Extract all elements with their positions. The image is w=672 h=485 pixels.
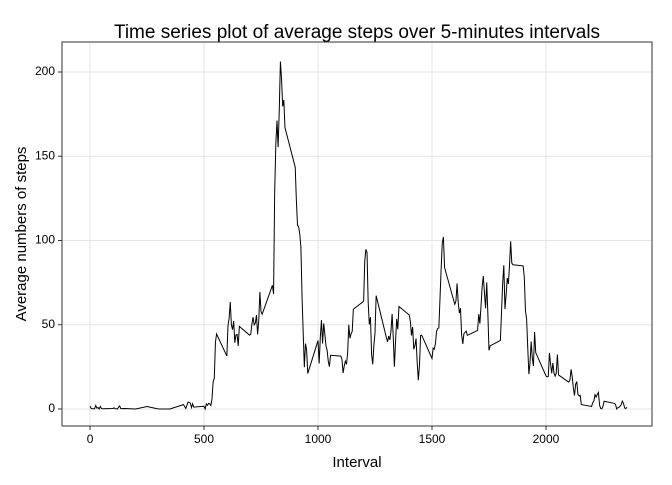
panel-border — [61, 41, 653, 427]
y-tick-label: 200 — [35, 64, 55, 78]
x-tick-label: 1500 — [419, 432, 446, 446]
x-tick-label: 0 — [87, 432, 94, 446]
x-tick-label: 1000 — [305, 432, 332, 446]
y-tick-label: 100 — [35, 233, 55, 247]
x-tick-label: 500 — [194, 432, 214, 446]
data-line — [89, 61, 628, 411]
y-tick-label: 0 — [48, 401, 55, 415]
chart-title: Time series plot of average steps over 5… — [114, 22, 600, 43]
x-tick-label: 2000 — [533, 432, 560, 446]
y-tick-label: 50 — [42, 317, 56, 331]
y-tick-label: 150 — [35, 148, 55, 162]
x-axis-label: Interval — [332, 454, 381, 471]
y-axis-label: Average numbers of steps — [13, 147, 30, 322]
